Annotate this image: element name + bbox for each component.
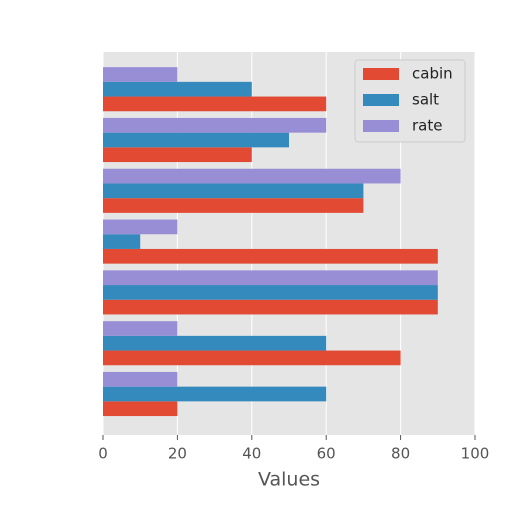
bar xyxy=(103,270,438,286)
bar xyxy=(103,219,178,235)
bar xyxy=(103,248,438,264)
legend-swatch xyxy=(363,120,399,132)
x-tick-label: 20 xyxy=(168,445,187,463)
bar xyxy=(103,321,178,336)
x-tick-label: 0 xyxy=(98,445,108,463)
legend-label: rate xyxy=(412,117,442,135)
bar xyxy=(103,386,327,402)
bar xyxy=(103,371,178,387)
legend-label: cabin xyxy=(412,65,453,83)
x-tick-label: 40 xyxy=(242,445,261,463)
bar xyxy=(103,285,438,300)
bar xyxy=(103,67,178,82)
bar xyxy=(103,117,327,133)
bar xyxy=(103,168,401,184)
bar xyxy=(103,132,289,148)
bar xyxy=(103,401,178,417)
x-axis-label: Values xyxy=(258,469,320,491)
bar xyxy=(103,299,438,315)
bar xyxy=(103,335,327,351)
bar xyxy=(103,183,364,199)
bar xyxy=(103,81,252,97)
legend-swatch xyxy=(363,94,399,106)
bar xyxy=(103,147,252,163)
legend-label: salt xyxy=(412,91,439,109)
x-tick-label: 80 xyxy=(391,445,410,463)
bar xyxy=(103,234,141,249)
x-tick-label: 60 xyxy=(317,445,336,463)
bar xyxy=(103,350,401,366)
bar xyxy=(103,198,364,213)
legend-swatch xyxy=(363,68,399,80)
bar xyxy=(103,96,327,112)
x-tick-label: 100 xyxy=(461,445,490,463)
